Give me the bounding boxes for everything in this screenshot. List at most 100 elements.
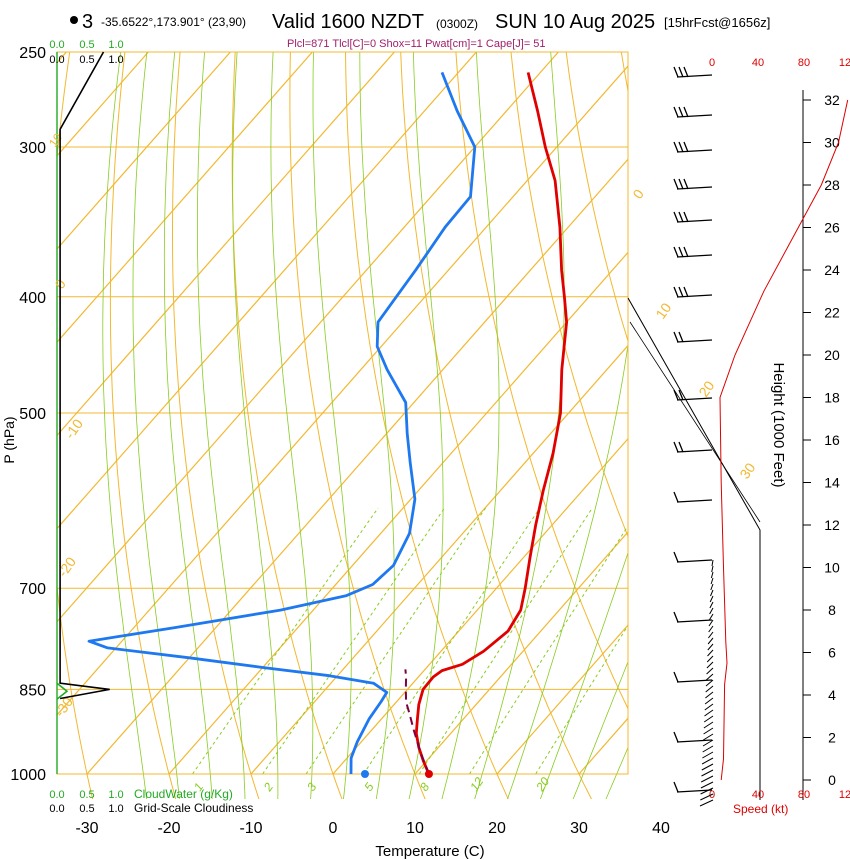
x-tick-label: 20 (488, 820, 506, 837)
wind-barb-feather (678, 66, 684, 78)
wind-barb-low (707, 637, 714, 645)
isotherm-label: -10 (61, 416, 86, 442)
moist-adiabat (102, 52, 147, 799)
x-tick-label: 30 (570, 820, 588, 837)
pressure-tick-label: 500 (19, 406, 46, 423)
wind-barb-low (711, 559, 714, 567)
height-tick-label: 24 (824, 262, 840, 278)
dry-adiabat (455, 52, 628, 710)
mixing-ratio-line (363, 507, 541, 775)
moist-adiabat (441, 52, 500, 799)
height-tick-label: 30 (824, 135, 840, 151)
data-layer (56, 51, 568, 778)
wind-barb-low (704, 697, 714, 705)
speed-tick-top: 0 (709, 57, 715, 69)
wind-barb-shaft (676, 499, 713, 503)
wind-barb-feather (673, 781, 679, 793)
wind-barb-feather (673, 211, 679, 223)
wind-barb-feather (678, 106, 684, 118)
surface-dewpoint-marker (360, 770, 369, 778)
wind-barb-low (706, 655, 714, 663)
height-axis-title: Height (1000 Feet) (770, 362, 787, 487)
wind-barb-low (710, 589, 714, 597)
cloudwater-tick-bottom: 0.0 (49, 789, 64, 801)
wind-barb-low (708, 619, 714, 627)
moist-adiabat (196, 52, 246, 799)
wind-barb-low (710, 571, 714, 579)
moist-adiabat (163, 52, 213, 799)
cloudiness-label: Grid-Scale Cloudiness (134, 801, 253, 815)
wind-barb-low (708, 625, 714, 633)
isotherm-line (57, 65, 628, 716)
wind-barb (673, 211, 713, 223)
x-axis-title: Temperature (C) (375, 843, 484, 860)
speed-tick-bottom: 12 (839, 789, 850, 801)
utc-time: (0300Z) (436, 17, 478, 31)
cloudiness-tick-bottom: 1.0 (108, 803, 123, 815)
x-tick-label: 10 (406, 820, 424, 837)
wind-barb (673, 66, 713, 78)
station-location: -35.6522°,173.901° (23,90) (101, 15, 246, 29)
wind-barb-low (707, 643, 714, 651)
wind-barb-low (701, 769, 714, 777)
moist-adiabat (359, 52, 395, 799)
wind-barb-shaft (676, 789, 713, 793)
wind-barb-low (705, 679, 714, 687)
wind-barb-feather (678, 441, 684, 453)
isotherm-line (57, 52, 395, 437)
isotherm-label: 10 (652, 300, 674, 322)
x-tick-label: 40 (652, 820, 670, 837)
wind-barb-low (700, 781, 714, 789)
wind-barb-low (704, 709, 714, 717)
wind-barb (673, 389, 713, 401)
wind-barb-low (709, 601, 714, 609)
wind-barb-feather (673, 389, 679, 401)
wind-barb-low (703, 721, 714, 729)
x-tick-label: 0 (329, 820, 338, 837)
mixing-ratio-line (192, 507, 379, 775)
wind-barb-feather (678, 211, 684, 223)
height-tick-label: 22 (824, 305, 840, 321)
wind-barb (673, 611, 713, 623)
height-tick-label: 18 (824, 390, 840, 406)
pressure-tick-label: 850 (19, 682, 46, 699)
isotherm-line (57, 52, 313, 344)
wind-barb-feather (673, 491, 679, 503)
cloudiness-tick-top: 0.0 (49, 54, 64, 66)
wind-barb-shaft (676, 559, 713, 563)
isotherm-line (250, 344, 628, 775)
isotherm-line (86, 158, 628, 775)
dry-adiabat (57, 52, 94, 799)
height-tick-label: 26 (824, 220, 840, 236)
height-tick-label: 20 (824, 347, 840, 363)
dry-adiabat (565, 52, 628, 343)
wind-barb-low (709, 607, 714, 615)
wind-barb-low (700, 793, 714, 801)
moist-adiabat (408, 52, 444, 799)
speed-tick-top: 80 (798, 57, 810, 69)
wind-barb (673, 441, 713, 453)
wind-barb-feather (673, 178, 679, 190)
wind-barb-feather (673, 141, 679, 153)
wind-barb (673, 551, 713, 563)
forecast-info: [15hrFcst@1656z] (664, 15, 770, 30)
moist-adiabat (474, 52, 565, 799)
cloudwater-tick-top: 0.5 (79, 39, 94, 51)
isotherm-label: 30 (736, 460, 758, 482)
wind-barb-feather (683, 246, 689, 258)
wind-barb-low (702, 739, 714, 747)
isotherm-label: 0 (629, 186, 647, 202)
wind-barb-shaft (676, 679, 713, 683)
x-tick-label: -20 (157, 820, 180, 837)
moist-adiabat (132, 52, 180, 799)
wind-barb-low (706, 667, 714, 675)
mixing-ratio-line (418, 507, 593, 775)
wind-barb-low (702, 751, 714, 759)
mixing-ratio-line (262, 507, 445, 775)
wind-barb (673, 781, 713, 793)
isotherm-line (743, 52, 850, 774)
wind-barb-low (710, 577, 714, 585)
moist-adiabat (605, 746, 628, 799)
dry-adiabat (345, 52, 509, 799)
